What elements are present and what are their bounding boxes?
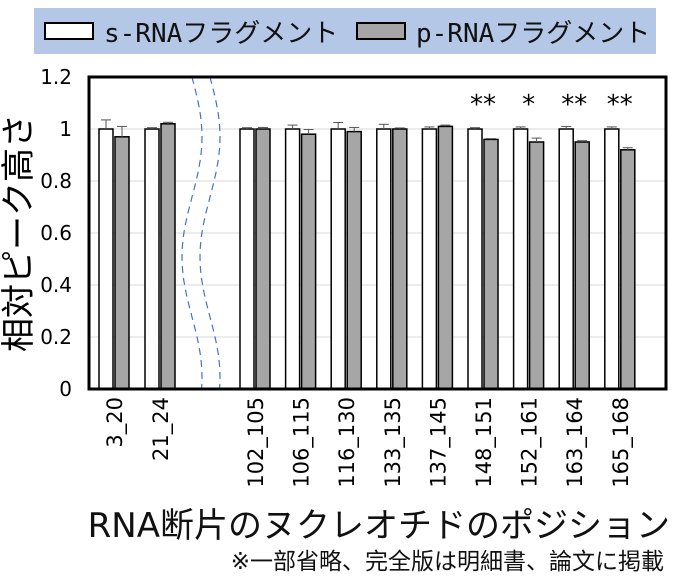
legend-item-s-rna: s-RNAフラグメント xyxy=(44,8,338,54)
y-tick-label: 1.2 xyxy=(40,65,72,89)
bar-p-rna xyxy=(483,138,499,390)
significance-mark: ** xyxy=(607,90,633,120)
bar-p-rna xyxy=(528,141,545,390)
bar-s-rna xyxy=(330,128,346,390)
bar-p-rna xyxy=(160,123,176,390)
x-tick-label: 152_161 xyxy=(518,397,543,488)
y-tick-label: 0 xyxy=(59,377,72,401)
significance-mark: * xyxy=(522,90,535,120)
bar-s-rna xyxy=(558,128,574,390)
bar-s-rna xyxy=(284,128,301,390)
bar-s-rna xyxy=(604,128,620,390)
plot-frame xyxy=(87,75,668,391)
x-tick-label: 137_145 xyxy=(426,397,451,488)
x-tick-label: 102_105 xyxy=(244,397,269,488)
bar-s-rna xyxy=(239,128,255,390)
y-tick-label: 0.4 xyxy=(40,273,72,297)
axis-break-right-line xyxy=(199,76,221,390)
bar-p-rna xyxy=(574,141,590,390)
x-tick-label: 3_20 xyxy=(103,397,128,448)
x-tick-label: 106_115 xyxy=(290,397,315,488)
bar-s-rna xyxy=(144,128,160,390)
x-tick-label: 133_135 xyxy=(381,397,406,488)
legend-item-p-rna: p-RNAフラグメント xyxy=(356,8,650,54)
bar-s-rna xyxy=(467,128,483,390)
bar-p-rna xyxy=(114,136,130,390)
bar-p-rna xyxy=(620,149,636,390)
bar-s-rna xyxy=(421,128,438,390)
y-tick-label: 0.6 xyxy=(40,221,72,245)
axis-break-left-line xyxy=(181,76,203,390)
bar-s-rna xyxy=(512,128,529,390)
bar-s-rna xyxy=(376,128,392,390)
bar-s-rna xyxy=(98,128,114,390)
y-tick-label: 0.2 xyxy=(40,325,72,349)
x-tick-label: 148_151 xyxy=(472,397,497,488)
significance-mark: ** xyxy=(561,90,587,120)
y-tick-label: 0.8 xyxy=(40,169,72,193)
chart-legend: s-RNAフラグメント p-RNAフラグメント xyxy=(34,8,656,54)
legend-label-p-rna: p-RNAフラグメント xyxy=(416,18,651,49)
bar-p-rna xyxy=(392,128,408,390)
bar-p-rna xyxy=(300,133,317,390)
x-tick-label: 21_24 xyxy=(149,397,174,461)
bar-p-rna xyxy=(437,125,454,390)
x-axis-title: RNA断片のヌクレオチドのポジション xyxy=(87,506,670,546)
y-tick-label: 1 xyxy=(59,117,72,141)
legend-label-s-rna: s-RNAフラグメント xyxy=(104,18,339,49)
bar-p-rna xyxy=(346,130,362,390)
x-tick-label: 165_168 xyxy=(609,397,634,488)
bar-p-rna xyxy=(255,128,271,390)
x-tick-label: 163_164 xyxy=(563,397,588,488)
significance-mark: ** xyxy=(470,90,496,120)
legend-swatch-s-rna xyxy=(44,22,94,40)
footnote: ※一部省略、完全版は明細書、論文に掲載 xyxy=(230,549,664,575)
x-tick-label: 116_130 xyxy=(335,397,360,488)
y-axis-title: 相対ピーク高さ xyxy=(0,114,39,352)
legend-swatch-p-rna xyxy=(356,22,406,40)
